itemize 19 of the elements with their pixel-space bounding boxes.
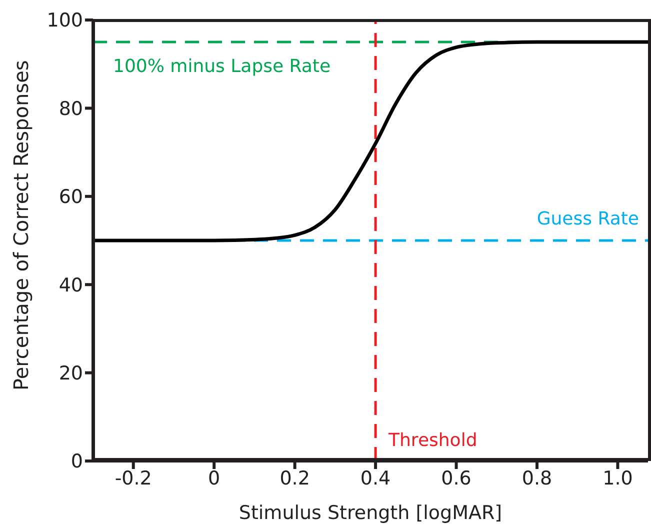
ref-line-label: Guess Rate: [536, 208, 639, 230]
y-tick-label: 80: [58, 98, 83, 120]
line-series: [93, 40, 648, 242]
y-axis-title: Percentage of Correct Responses: [9, 60, 34, 390]
y-tick-label: 100: [46, 10, 83, 32]
x-tick-label: -0.2: [114, 467, 152, 490]
y-tick-label: 0: [70, 450, 83, 473]
x-tick-label: 1.0: [602, 467, 633, 490]
y-tick-label: 20: [58, 362, 83, 385]
ref-line-label: 100% minus Lapse Rate: [113, 56, 331, 78]
ref-line-label: Threshold: [388, 430, 478, 451]
x-tick-label: 0.8: [522, 467, 552, 490]
x-axis-title: Stimulus Strength [logMAR]: [238, 502, 502, 524]
y-tick-label: 60: [58, 186, 83, 208]
y-tick-label: 40: [58, 274, 83, 296]
x-tick-label: 0.2: [280, 467, 310, 490]
x-tick-label: 0: [208, 467, 220, 490]
x-tick-label: 0.6: [441, 467, 472, 490]
x-tick-label: 0.4: [360, 467, 391, 490]
